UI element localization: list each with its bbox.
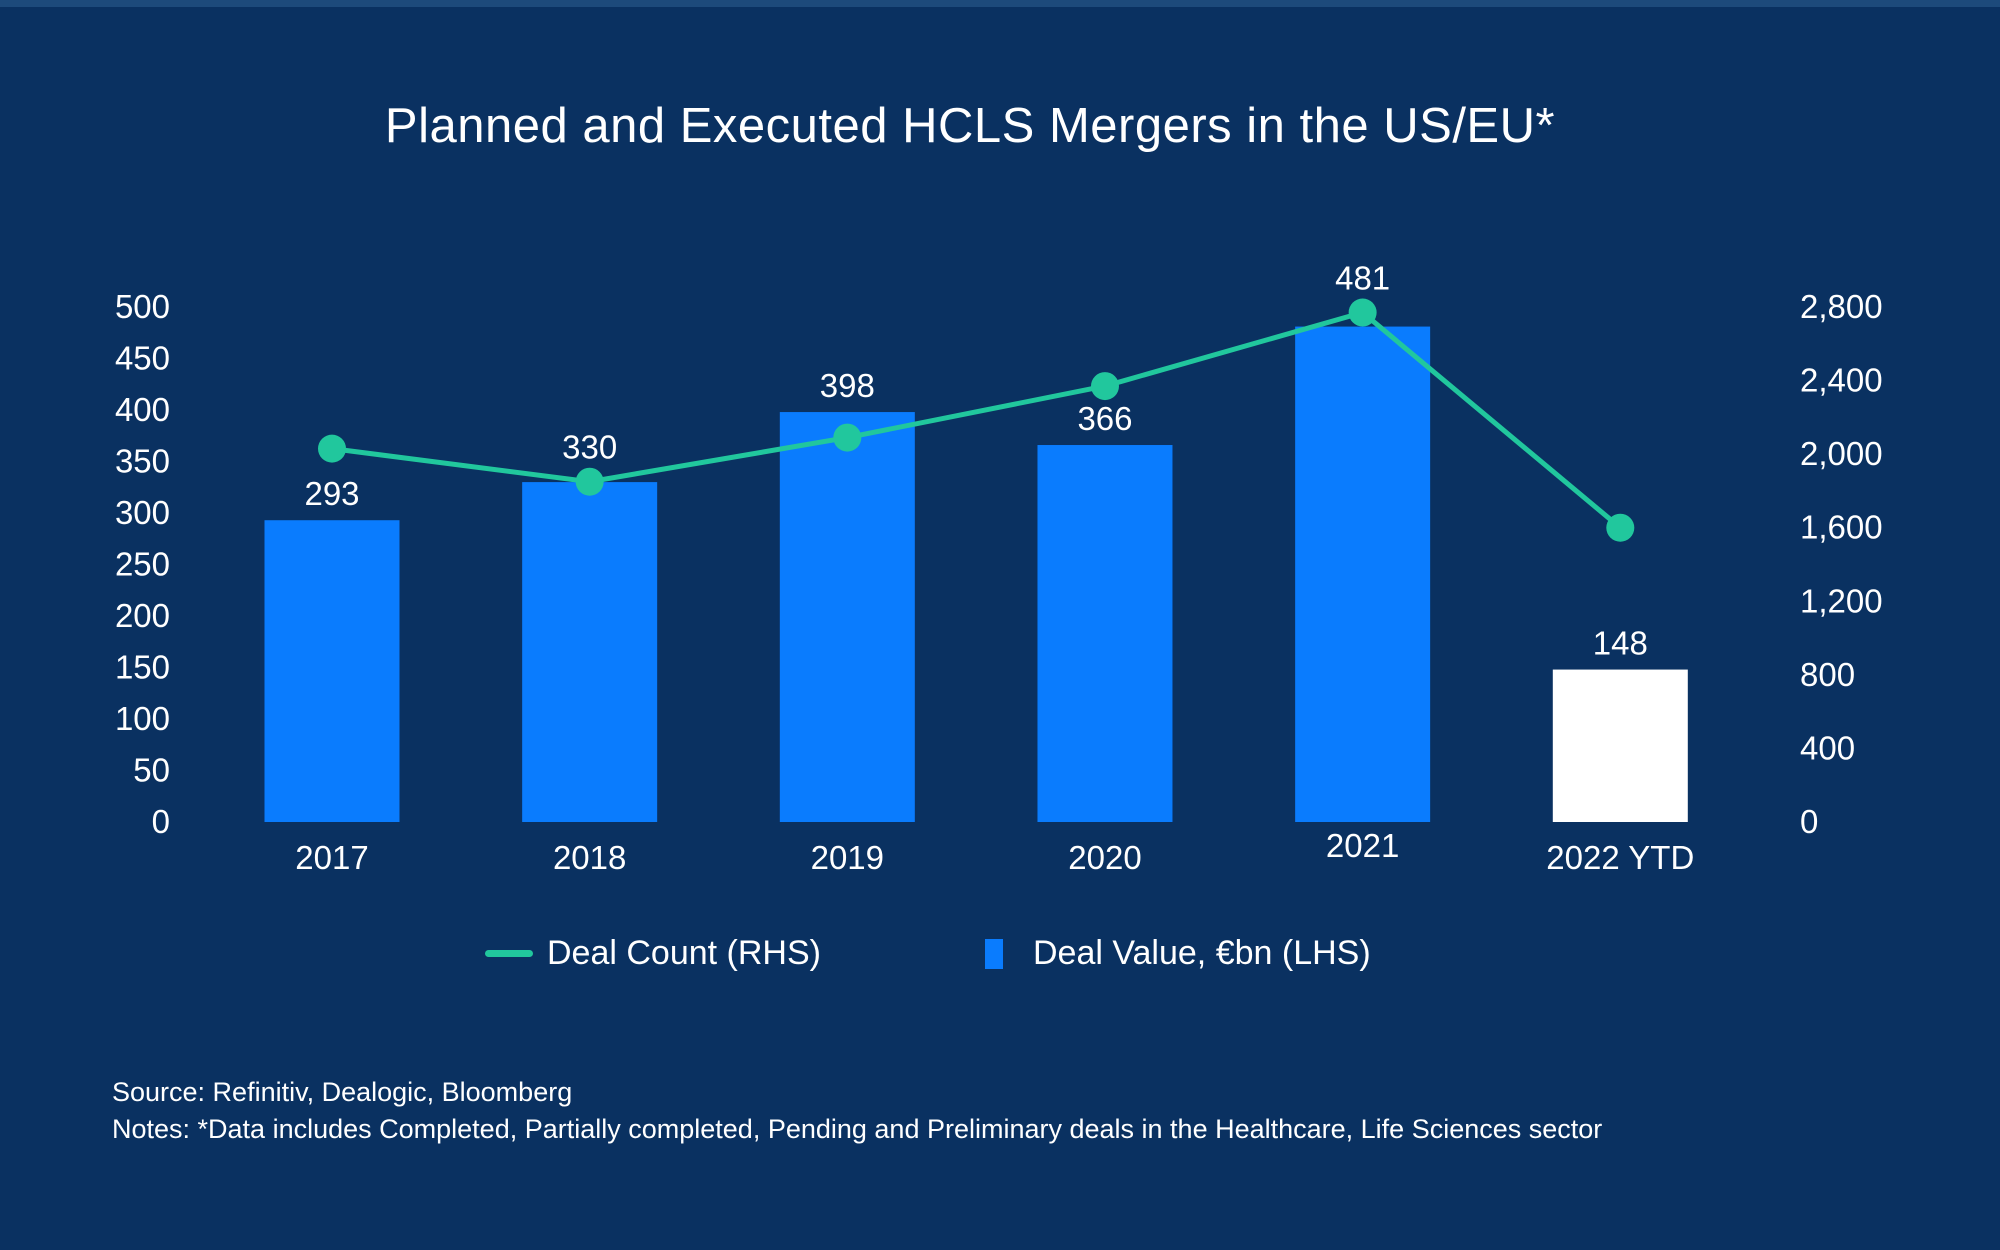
x-axis-category-label: 2019 [811,839,884,876]
x-axis-category-label: 2017 [295,839,368,876]
left-axis-tick: 100 [115,700,170,737]
x-axis-category-label: 2021 [1326,827,1399,864]
line-marker-2019 [833,423,862,452]
line-series-swatch-icon [485,950,533,957]
right-axis-tick: 1,200 [1800,582,1883,619]
bar-series-swatch-icon [985,938,1003,969]
line-marker-2017 [318,434,346,463]
right-axis-tick: 400 [1800,729,1855,766]
line-marker-2020 [1090,372,1119,401]
x-axis-category-label: 2018 [553,839,626,876]
bar-2021 [1295,326,1431,822]
right-axis-tick: 1,600 [1800,509,1883,546]
bar-2022-ytd [1552,669,1688,822]
bar-value-label: 148 [1593,625,1648,662]
line-marker-2018 [575,467,604,496]
bar-value-label: 398 [820,367,875,404]
right-axis-tick: 2,400 [1800,362,1883,399]
left-axis-tick: 150 [115,649,170,686]
left-axis-tick: 250 [115,546,170,583]
chart-title: Planned and Executed HCLS Mergers in the… [384,99,1556,153]
left-axis-tick: 400 [115,391,170,428]
left-axis-tick: 200 [115,597,170,634]
right-axis-tick: 800 [1800,656,1855,693]
bar-value-label: 330 [562,429,617,466]
legend-label-deal-count: Deal Count (RHS) [547,934,821,972]
x-axis-category-label: 2020 [1068,839,1141,876]
left-axis-tick: 300 [115,494,170,531]
right-axis-tick: 2,000 [1800,435,1883,472]
left-axis-tick: 500 [115,288,170,325]
bar-2020 [1037,445,1173,822]
legend-item-deal-count: Deal Count (RHS) [485,934,821,973]
right-axis-tick: 0 [1800,803,1818,840]
legend-item-deal-value: Deal Value, €bn (LHS) [985,934,1371,973]
right-axis-tick: 2,800 [1800,288,1883,325]
bar-2017 [264,520,400,822]
line-marker-2022-ytd [1606,513,1635,542]
bar-value-label: 366 [1077,400,1132,437]
footnotes: Source: Refinitiv, Dealogic, Bloomberg N… [112,1074,1602,1148]
bar-value-label: 481 [1335,260,1390,297]
left-axis-tick: 50 [133,752,170,789]
left-axis-tick: 0 [152,803,170,840]
top-accent-strip [0,0,2000,7]
notes-line: Notes: *Data includes Completed, Partial… [112,1114,1603,1144]
legend-label-deal-value: Deal Value, €bn (LHS) [1033,934,1371,972]
bar-2019 [779,412,915,822]
left-axis-tick: 350 [115,443,170,480]
deal-count-line [331,309,1622,530]
source-line: Source: Refinitiv, Dealogic, Bloomberg [112,1077,573,1107]
bar-value-label: 293 [304,475,359,512]
bar-2018 [522,482,658,822]
x-axis-category-label: 2022 YTD [1546,839,1694,876]
left-axis-tick: 450 [115,340,170,377]
line-marker-2021 [1348,298,1377,327]
